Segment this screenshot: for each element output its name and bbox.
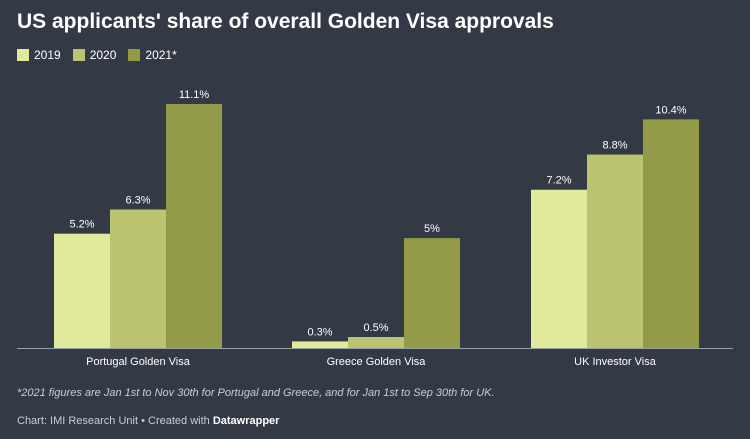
- footnote: *2021 figures are Jan 1st to Nov 30th fo…: [17, 387, 495, 399]
- legend-label-2020: 2020: [89, 48, 117, 62]
- legend-swatch-2020: [72, 49, 85, 61]
- data-label: 6.3%: [125, 195, 150, 207]
- legend-swatch-2021: [128, 49, 141, 61]
- bar-2019-0: [54, 233, 110, 348]
- legend-swatch-2019: [17, 49, 29, 61]
- data-label: 5.2%: [69, 219, 94, 231]
- data-label: 11.1%: [179, 89, 210, 101]
- legend-item-2020: 2020: [72, 48, 117, 62]
- legend-item-2019: 2019: [17, 48, 61, 62]
- bar-2019-1: [292, 341, 348, 348]
- bar-2021-1: [404, 238, 460, 348]
- legend-item-2021: 2021*: [128, 48, 177, 62]
- data-label: 5%: [424, 223, 440, 235]
- bar-2021-0: [166, 104, 222, 348]
- source-line: Chart: IMI Research Unit • Created with …: [17, 415, 279, 427]
- legend: 2019 2020 2021*: [17, 48, 189, 62]
- data-label: 0.3%: [307, 326, 332, 338]
- bar-2020-1: [348, 337, 404, 348]
- legend-label-2019: 2019: [34, 48, 61, 62]
- data-label: 7.2%: [546, 175, 571, 187]
- source-text: Chart: IMI Research Unit • Created with: [17, 415, 213, 427]
- bar-2020-0: [110, 209, 166, 348]
- category-label: UK Investor Visa: [574, 356, 657, 368]
- bar-2020-2: [587, 154, 643, 348]
- data-label: 8.8%: [602, 140, 627, 152]
- bar-2021-2: [643, 119, 699, 348]
- data-label: 10.4%: [655, 104, 686, 116]
- category-label: Greece Golden Visa: [327, 356, 427, 368]
- category-label: Portugal Golden Visa: [86, 356, 191, 368]
- data-label: 0.5%: [363, 322, 388, 334]
- legend-label-2021: 2021*: [145, 48, 177, 62]
- chart-title: US applicants' share of overall Golden V…: [17, 10, 554, 33]
- bar-2019-2: [531, 189, 587, 348]
- source-brand: Datawrapper: [212, 415, 280, 427]
